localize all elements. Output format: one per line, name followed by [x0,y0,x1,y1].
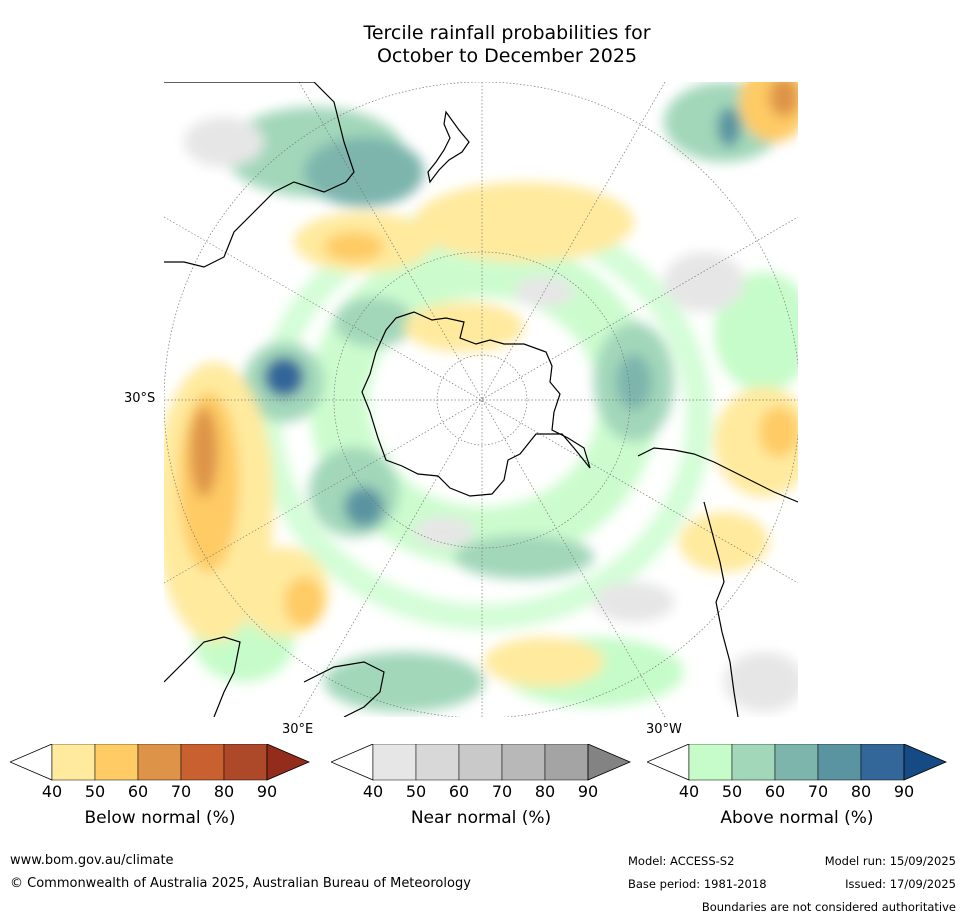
madagascar-outline [303,661,385,717]
lat-label-30s: 30°S [124,391,156,406]
tick-label: 40 [362,782,384,801]
tick-label: 90 [893,782,915,801]
tick-label: 80 [534,782,556,801]
colorbar-swatch [137,744,182,781]
colorbar-swatch [817,744,862,781]
south-america-outline [637,447,798,717]
colorbar-over-triangle [266,744,310,781]
boundaries-disclaimer: Boundaries are not considered authoritat… [701,900,956,914]
base-period: Base period: 1981-2018 [628,877,767,891]
map-title: Tercile rainfall probabilities for Octob… [0,22,965,68]
colorbar-swatch [731,744,776,781]
issued-date: Issued: 17/09/2025 [845,877,956,891]
tick-label: 80 [850,782,872,801]
colorbar-above-normal: 40 50 60 70 80 90 Above normal (%) [647,744,947,854]
tick-label: 70 [491,782,513,801]
tick-label: 70 [170,782,192,801]
lon-label-30w: 30°W [646,722,682,737]
colorbar-swatch [415,744,460,781]
coastlines [164,82,798,717]
colorbar-swatch [372,744,417,781]
title-line-2: October to December 2025 [376,45,638,67]
colorbar-label: Above normal (%) [720,808,874,828]
lon-label-30e: 30°E [282,722,314,737]
tick-label: 50 [721,782,743,801]
colorbar-below-normal: 40 50 60 70 80 90 Below normal (%) [10,744,310,854]
colorbar-swatch [774,744,819,781]
colorbar-swatch [501,744,546,781]
colorbar-over-triangle [903,744,947,781]
new-zealand-outline [427,110,470,184]
colorbar-under-triangle [647,744,690,781]
tick-label: 50 [405,782,427,801]
tick-label: 40 [41,782,63,801]
model-name: Model: ACCESS-S2 [628,854,735,868]
tick-label: 90 [256,782,278,801]
colorbar-near-swatches [331,744,631,781]
colorbar-under-triangle [10,744,53,781]
map-canvas [164,82,798,717]
graticule [164,82,798,717]
probability-field [164,82,798,712]
colorbar-near-normal: 40 50 60 70 80 90 Near normal (%) [331,744,631,854]
tick-label: 60 [764,782,786,801]
polar-map [164,82,798,717]
tick-label: 60 [448,782,470,801]
tick-label: 60 [127,782,149,801]
colorbar-swatch [458,744,503,781]
title-line-1: Tercile rainfall probabilities for [363,22,651,44]
tick-label: 70 [807,782,829,801]
tick-label: 80 [213,782,235,801]
colorbar-swatch [180,744,225,781]
colorbar-over-triangle [587,744,631,781]
colorbar-above-swatches [647,744,947,781]
tick-label: 50 [84,782,106,801]
colorbar-under-triangle [331,744,374,781]
australia-outline [164,82,355,268]
antarctica-outline [361,311,591,497]
colorbar-label: Below normal (%) [84,808,236,828]
colorbar-swatch [223,744,268,781]
website-link[interactable]: www.bom.gov.au/climate [10,853,174,868]
tick-label: 90 [577,782,599,801]
africa-outline [164,636,241,717]
colorbar-label: Near normal (%) [410,808,552,828]
colorbar-swatch [51,744,96,781]
colorbar-below-swatches [10,744,310,781]
colorbar-swatch [94,744,139,781]
colorbar-swatch [860,744,905,781]
copyright-text: © Commonwealth of Australia 2025, Austra… [10,876,471,891]
tick-label: 40 [678,782,700,801]
model-run-date: Model run: 15/09/2025 [824,854,956,868]
colorbar-swatch [544,744,589,781]
colorbar-swatch [688,744,733,781]
